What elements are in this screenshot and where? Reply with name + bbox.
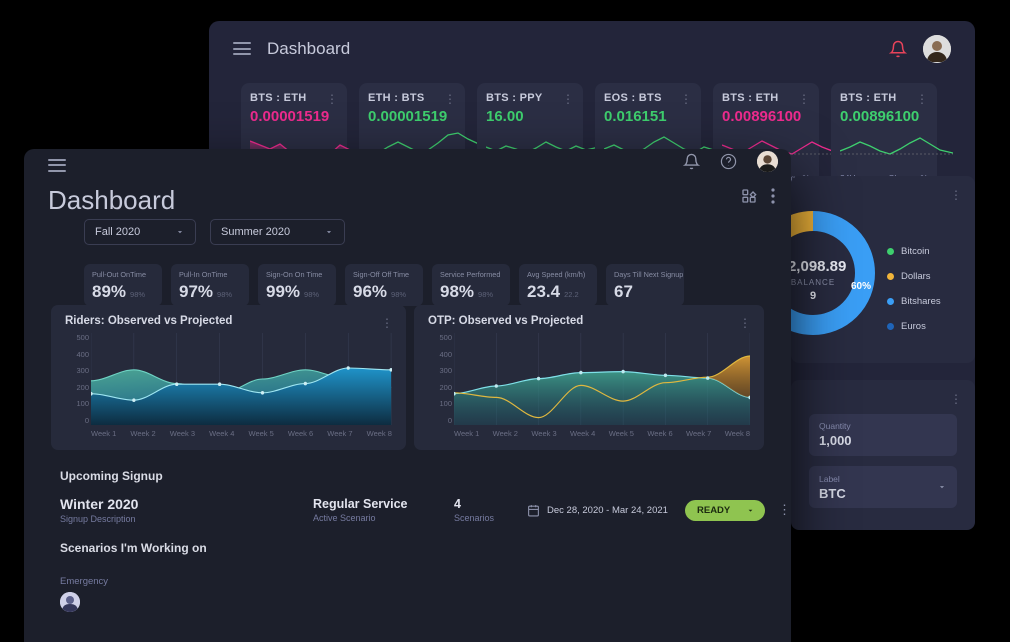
svg-text:BALANCE: BALANCE (791, 278, 835, 287)
svg-text:60%: 60% (851, 281, 871, 292)
svg-text:9: 9 (810, 290, 816, 302)
